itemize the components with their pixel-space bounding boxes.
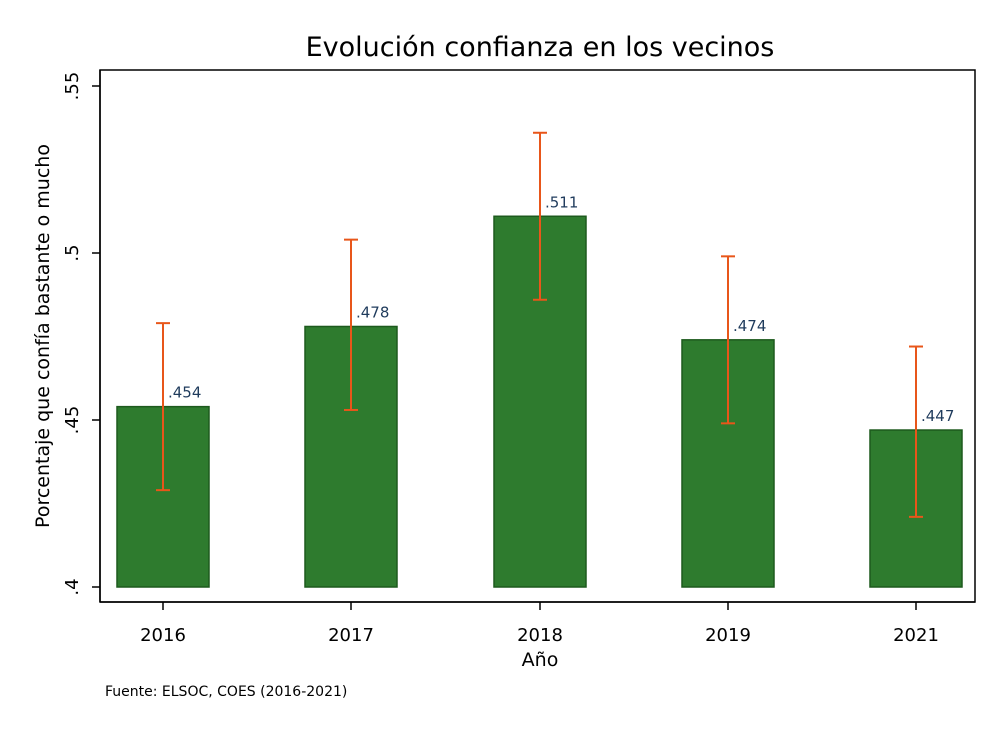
y-tick-label: .45 (62, 406, 83, 435)
y-tick-label: .4 (62, 578, 83, 595)
y-axis-title: Porcentaje que confía bastante o mucho (32, 144, 54, 528)
y-axis: .4 .45 .5 .55 (62, 70, 101, 602)
error-bars-layer (156, 131, 923, 518)
data-label-2021: .447 (921, 407, 954, 425)
data-label-2017: .478 (356, 303, 389, 321)
error-bar-2017 (344, 238, 358, 411)
x-axis-title: Año (522, 649, 559, 671)
x-axis: 2016 2017 2018 2019 2021 (100, 601, 975, 646)
error-bar-2016 (156, 322, 170, 492)
x-tick-label: 2016 (140, 625, 186, 646)
error-bar-2021 (909, 345, 923, 518)
x-tick-label: 2018 (517, 625, 563, 646)
error-bar-2019 (721, 255, 735, 425)
y-tick-label: .55 (62, 72, 83, 101)
data-labels-layer: .454 .478 .511 .474 .447 (168, 193, 954, 425)
x-tick-label: 2019 (705, 625, 751, 646)
y-tick-label: .5 (62, 244, 83, 261)
error-bar-2018 (533, 131, 547, 301)
x-tick-label: 2021 (893, 625, 939, 646)
source-note: Fuente: ELSOC, COES (2016-2021) (105, 684, 347, 700)
data-label-2018: .511 (545, 193, 578, 211)
data-label-2019: .474 (733, 317, 766, 335)
x-tick-label: 2017 (328, 625, 374, 646)
data-label-2016: .454 (168, 384, 201, 402)
chart-title: Evolución confianza en los vecinos (306, 32, 775, 63)
